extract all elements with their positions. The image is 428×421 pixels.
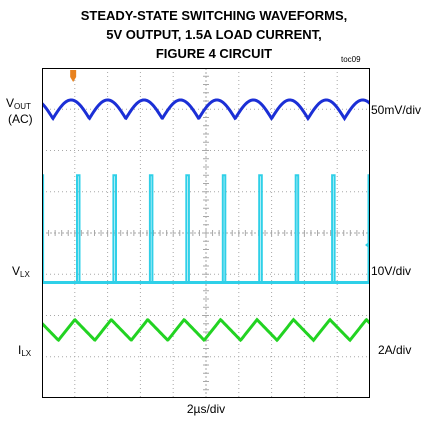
- scope-markers: [70, 70, 370, 249]
- trace-ilx: [42, 317, 370, 343]
- trace-vout: [42, 98, 370, 122]
- trigger-level-marker: [365, 241, 370, 249]
- plot-frame: [42, 68, 370, 398]
- vout-label-main: V: [6, 96, 15, 110]
- vout-label: VOUT: [6, 97, 31, 113]
- ilx-scale-label: 2A/div: [378, 343, 412, 357]
- chart-title-line-1: STEADY-STATE SWITCHING WAVEFORMS,: [80, 8, 348, 23]
- vlx-label: VLX: [12, 265, 30, 281]
- scope-traces: [42, 98, 370, 343]
- vlx-label-sub: LX: [20, 270, 30, 279]
- vlx-scale-label: 10V/div: [371, 264, 412, 278]
- ilx-label: ILX: [18, 344, 31, 360]
- ilx-label-sub: LX: [21, 349, 32, 358]
- ilx-label-main: I: [18, 343, 22, 357]
- time-scale-label: 2µs/div: [186, 402, 226, 416]
- trigger-position-marker: [70, 70, 77, 82]
- vout-scale-label: 50mV/div: [371, 103, 422, 117]
- chart-title-line-3: FIGURE 4 CIRCUIT: [155, 46, 273, 61]
- vlx-label-main: V: [12, 264, 21, 278]
- chart-title-line-2: 5V OUTPUT, 1.5A LOAD CURRENT,: [106, 27, 322, 42]
- vout-label-sub: OUT: [14, 102, 31, 111]
- vout-ac-label: (AC): [8, 112, 33, 126]
- figure-id: toc09: [341, 55, 361, 64]
- oscilloscope-plot: [42, 68, 370, 398]
